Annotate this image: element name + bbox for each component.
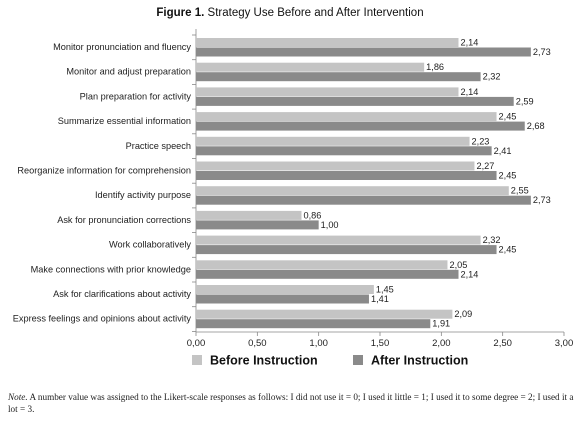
category-label: Reorganize information for comprehension — [17, 166, 191, 176]
bar-before — [196, 87, 459, 97]
bar-before — [196, 309, 453, 319]
data-label: 2,14 — [461, 87, 479, 97]
data-label: 2,27 — [476, 161, 494, 171]
legend-label: Before Instruction — [210, 354, 318, 368]
bar-before — [196, 235, 481, 245]
category-label: Plan preparation for activity — [80, 91, 192, 101]
legend-swatch-after — [353, 355, 363, 365]
bar-after — [196, 96, 514, 106]
data-label: 2,32 — [483, 235, 501, 245]
figure-title: Figure 1. Strategy Use Before and After … — [0, 7, 580, 19]
figure-label: Figure 1. — [156, 7, 205, 19]
data-label: 2,59 — [516, 96, 534, 106]
bar-before — [196, 260, 448, 270]
data-label: 2,14 — [461, 269, 479, 279]
figure-note: Note. A number value was assigned to the… — [8, 391, 574, 415]
data-label: 2,45 — [499, 171, 517, 181]
note-text: A number value was assigned to the Liker… — [8, 392, 574, 414]
data-label: 2,32 — [483, 72, 501, 82]
category-label: Ask for clarifications about activity — [53, 289, 191, 299]
data-label: 2,05 — [449, 260, 467, 270]
legend-label: After Instruction — [371, 354, 468, 368]
data-label: 1,41 — [371, 294, 389, 304]
bar-before — [196, 62, 425, 72]
data-label: 2,09 — [454, 309, 472, 319]
bar-before — [196, 285, 374, 294]
data-label: 2,45 — [499, 112, 517, 122]
data-label: 2,14 — [461, 38, 479, 48]
x-tick-label: 3,00 — [555, 338, 574, 349]
bar-after — [196, 171, 497, 180]
category-label: Ask for pronunciation corrections — [57, 215, 191, 225]
bar-after — [196, 195, 531, 205]
category-label: Summarize essential information — [58, 116, 191, 126]
category-label: Make connections with prior knowledge — [31, 264, 191, 274]
x-tick-label: 2,50 — [493, 338, 512, 349]
bar-before — [196, 112, 497, 122]
data-label: 1,86 — [426, 62, 444, 72]
x-tick-label: 1,50 — [371, 338, 390, 349]
bar-after — [196, 72, 481, 82]
data-label: 0,86 — [303, 210, 321, 220]
bar-after — [196, 245, 497, 255]
bar-after — [196, 121, 525, 131]
data-label: 2,73 — [533, 47, 551, 57]
bar-before — [196, 161, 475, 171]
category-label: Monitor pronunciation and fluency — [53, 42, 191, 52]
category-label: Practice speech — [126, 141, 191, 151]
bar-before — [196, 38, 459, 47]
data-label: 2,41 — [494, 146, 512, 156]
data-label: 2,23 — [472, 136, 490, 146]
x-tick-label: 2,00 — [432, 338, 451, 349]
x-tick-label: 0,00 — [187, 338, 206, 349]
data-label: 2,73 — [533, 195, 551, 205]
data-label: 2,68 — [527, 121, 545, 131]
data-label: 1,00 — [321, 220, 339, 230]
figure-title-text: Strategy Use Before and After Interventi… — [207, 7, 424, 19]
bar-before — [196, 210, 302, 220]
bar-after — [196, 269, 459, 279]
data-label: 2,55 — [511, 186, 529, 196]
bar-after — [196, 220, 319, 230]
x-tick-label: 0,50 — [248, 338, 267, 349]
category-label: Identify activity purpose — [95, 190, 191, 200]
legend-swatch-before — [192, 355, 202, 365]
data-label: 1,91 — [432, 319, 450, 329]
bar-after — [196, 294, 369, 304]
category-label: Work collaboratively — [109, 240, 191, 250]
data-label: 1,45 — [376, 285, 394, 295]
bar-before — [196, 186, 509, 196]
bar-after — [196, 319, 431, 329]
x-tick-label: 1,00 — [309, 338, 328, 349]
data-label: 2,45 — [499, 245, 517, 255]
bar-after — [196, 47, 531, 57]
category-label: Monitor and adjust preparation — [66, 67, 191, 77]
note-label: Note. — [8, 392, 28, 402]
bar-chart: 0,00 0,50 1,00 1,50 2,00 2,50 3,00 Monitor pron… — [13, 29, 574, 368]
bar-after — [196, 146, 492, 156]
category-label: Express feelings and opinions about acti… — [13, 314, 192, 324]
bar-before — [196, 136, 470, 146]
